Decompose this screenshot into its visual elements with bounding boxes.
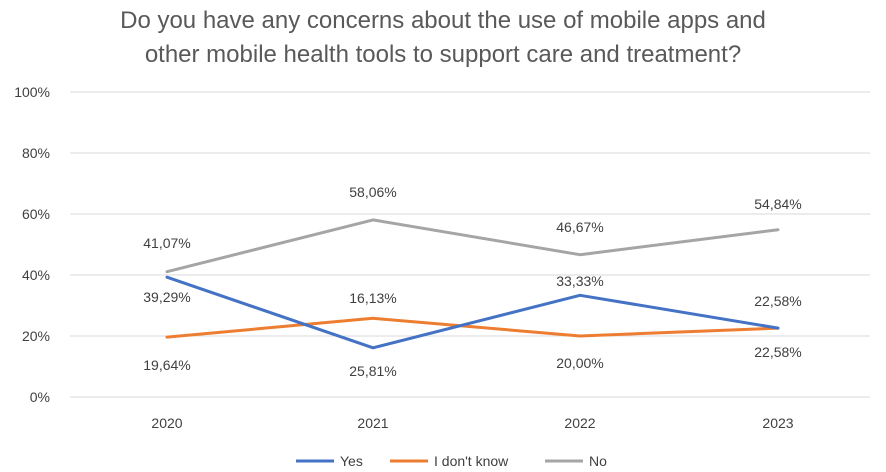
chart-title-line-1: Do you have any concerns about the use o… bbox=[120, 7, 766, 34]
y-tick-label: 0% bbox=[30, 389, 50, 405]
data-label: 39,29% bbox=[143, 289, 190, 305]
data-label: 46,67% bbox=[556, 219, 603, 235]
y-tick-label: 20% bbox=[22, 328, 50, 344]
data-label: 19,64% bbox=[143, 357, 190, 373]
legend-label-no: No bbox=[589, 453, 607, 469]
data-label: 16,13% bbox=[349, 290, 396, 306]
legend-label-yes: Yes bbox=[340, 453, 363, 469]
y-tick-label: 40% bbox=[22, 267, 50, 283]
data-label: 54,84% bbox=[754, 196, 801, 212]
x-tick-label: 2021 bbox=[357, 415, 388, 431]
data-label: 22,58% bbox=[754, 344, 801, 360]
data-label: 22,58% bbox=[754, 293, 801, 309]
data-label: 41,07% bbox=[143, 235, 190, 251]
data-label: 25,81% bbox=[349, 363, 396, 379]
y-tick-label: 80% bbox=[22, 145, 50, 161]
x-tick-label: 2020 bbox=[151, 415, 182, 431]
x-tick-label: 2023 bbox=[762, 415, 793, 431]
chart-title-line-2: other mobile health tools to support car… bbox=[145, 41, 741, 68]
series-line-yes bbox=[165, 275, 780, 350]
data-label: 20,00% bbox=[556, 355, 603, 371]
legend-label-i-don-t-know: I don't know bbox=[434, 453, 509, 469]
y-tick-label: 60% bbox=[22, 206, 50, 222]
data-label: 58,06% bbox=[349, 184, 396, 200]
series-line-no bbox=[165, 218, 780, 274]
series-line-i-don-t-know bbox=[165, 316, 780, 339]
data-label: 33,33% bbox=[556, 273, 603, 289]
y-tick-label: 100% bbox=[14, 84, 50, 100]
x-tick-label: 2022 bbox=[564, 415, 595, 431]
